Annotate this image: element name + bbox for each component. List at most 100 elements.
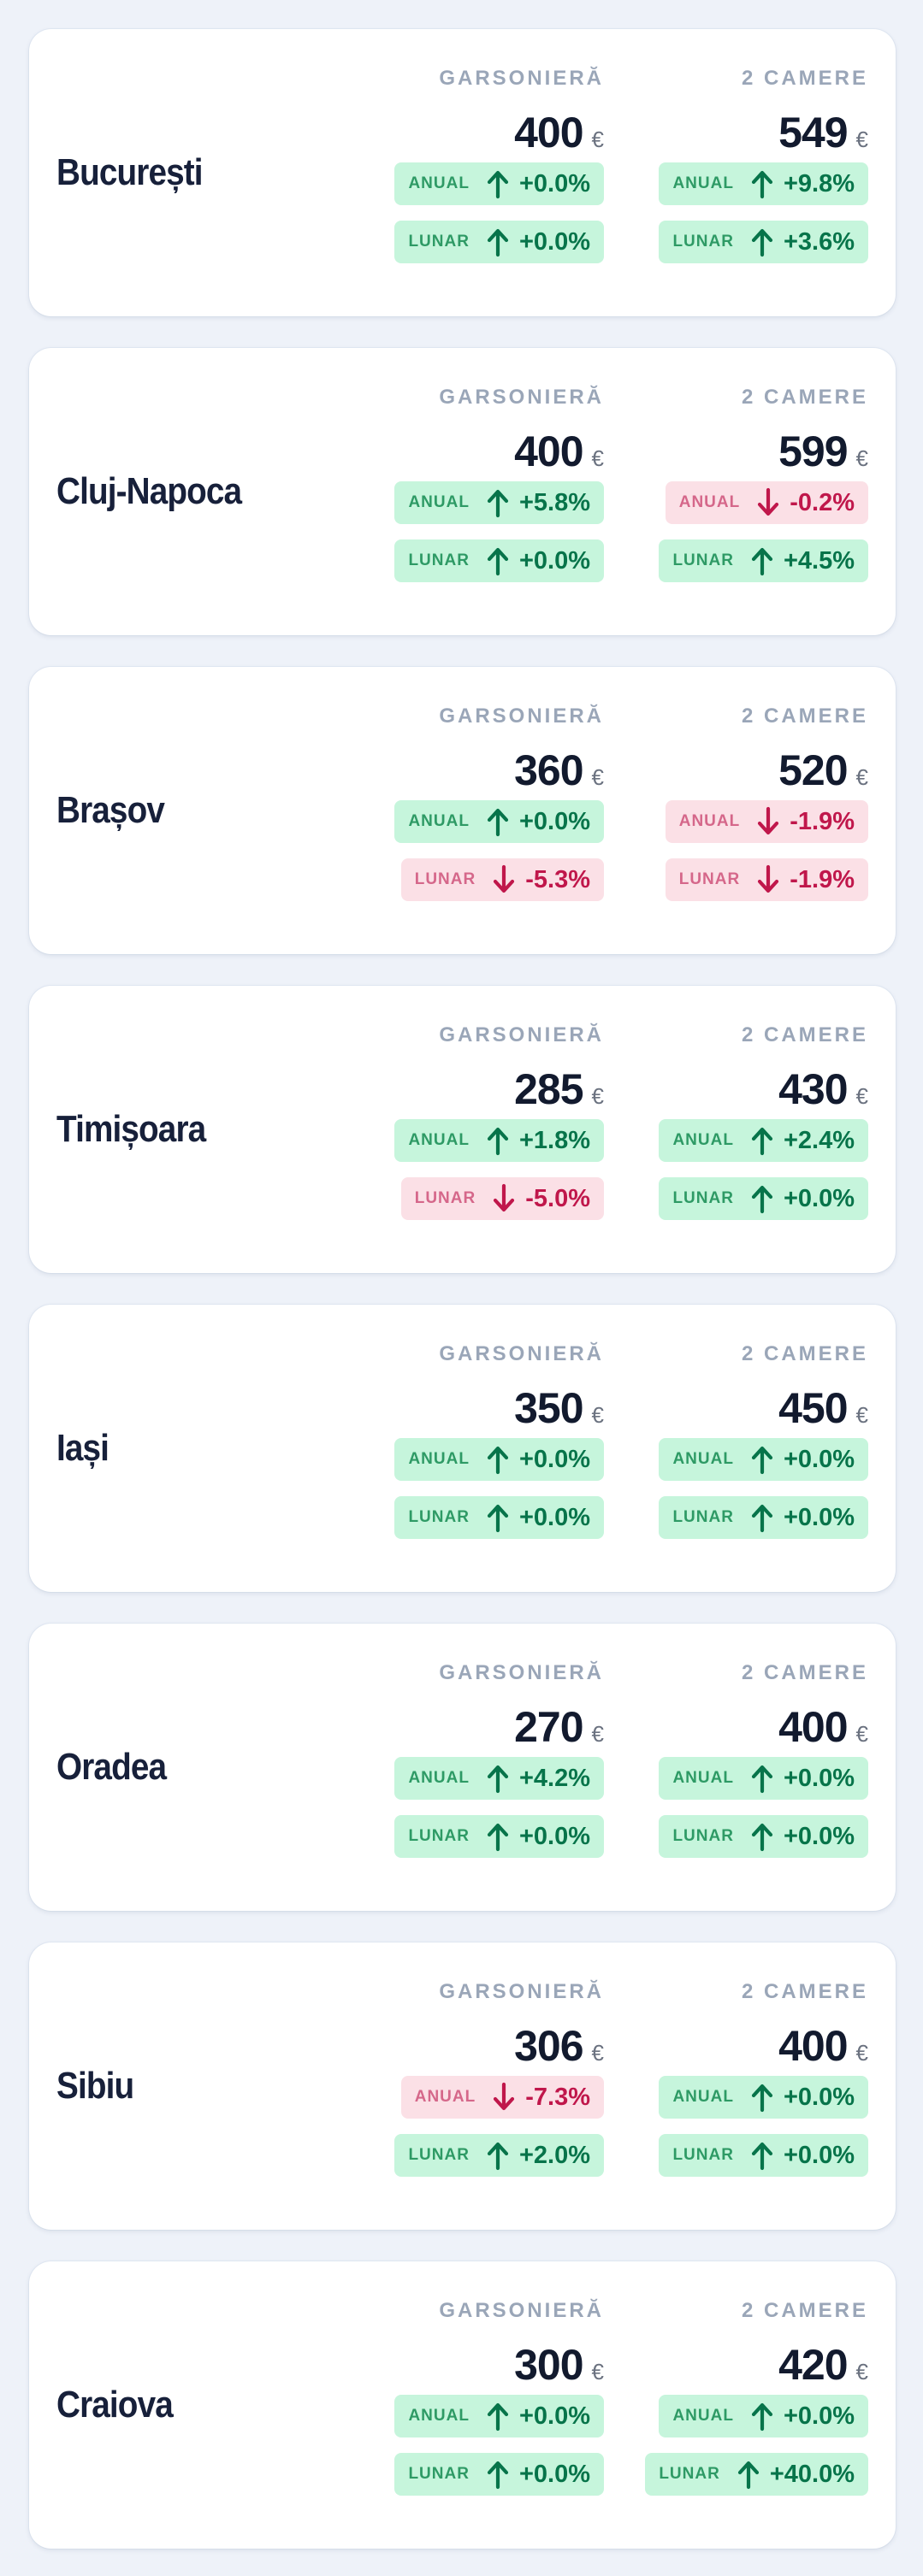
city-card[interactable]: Craiova GARSONIERĂ 300 € ANUAL +0.0% LUNAR +0.0… — [29, 2261, 896, 2549]
monthly-change-value: +0.0% — [518, 227, 590, 256]
arrow-up-icon — [749, 1444, 775, 1475]
city-card[interactable]: București GARSONIERĂ 400 € ANUAL +0.0% LUNAR +0… — [29, 29, 896, 316]
price-value: 270 — [514, 1703, 583, 1751]
city-card[interactable]: Cluj-Napoca GARSONIERĂ 400 € ANUAL +5.8% LUNAR… — [29, 348, 896, 635]
arrow-up-icon — [485, 227, 511, 257]
monthly-change-badge: LUNAR -5.0% — [400, 1177, 604, 1220]
arrow-up-icon — [749, 545, 775, 576]
monthly-change-value: +0.0% — [518, 2460, 590, 2488]
price-value: 300 — [514, 2341, 583, 2389]
currency-symbol: € — [855, 2040, 868, 2066]
arrow-up-icon — [485, 1763, 511, 1794]
price-row: 400 € — [514, 108, 604, 157]
monthly-change-badge: LUNAR +0.0% — [659, 2134, 868, 2177]
annual-label: ANUAL — [672, 2407, 734, 2425]
annual-change-badge: ANUAL -1.9% — [665, 800, 868, 843]
monthly-change-badge: LUNAR +0.0% — [394, 2453, 604, 2496]
monthly-change-value: +0.0% — [783, 2141, 855, 2169]
arrow-up-icon — [749, 1183, 775, 1214]
price-row: 450 € — [778, 1383, 868, 1433]
price-row: 360 € — [514, 746, 604, 795]
price-value: 450 — [778, 1384, 848, 1432]
city-card[interactable]: Oradea GARSONIERĂ 270 € ANUAL +4.2% LUNAR +0.0%… — [29, 1624, 896, 1911]
price-value: 520 — [778, 746, 848, 794]
arrow-up-icon — [749, 1763, 775, 1794]
annual-change-badge: ANUAL +2.4% — [659, 1119, 868, 1162]
arrow-up-icon — [485, 1125, 511, 1156]
price-value: 549 — [778, 109, 848, 156]
column-header: 2 CAMERE — [741, 67, 868, 90]
currency-symbol: € — [855, 1083, 868, 1109]
annual-change-value: -7.3% — [525, 2083, 590, 2111]
arrow-up-icon — [485, 2401, 511, 2432]
currency-symbol: € — [855, 2359, 868, 2384]
arrow-up-icon — [749, 2082, 775, 2113]
arrow-down-icon — [491, 2082, 517, 2113]
price-value: 599 — [778, 427, 848, 475]
monthly-change-value: -1.9% — [790, 865, 855, 893]
annual-label: ANUAL — [408, 493, 470, 511]
studio-column: GARSONIERĂ 300 € ANUAL +0.0% LUNAR +0.0% — [382, 2261, 604, 2549]
annual-change-badge: ANUAL +0.0% — [659, 2076, 868, 2119]
annual-change-badge: ANUAL +9.8% — [659, 162, 868, 205]
column-header: 2 CAMERE — [741, 1980, 868, 2003]
studio-column: GARSONIERĂ 306 € ANUAL -7.3% LUNAR +2.0% — [382, 1942, 604, 2230]
annual-change-value: -0.2% — [790, 488, 855, 516]
monthly-change-value: +0.0% — [783, 1822, 855, 1850]
annual-change-value: +0.0% — [783, 1445, 855, 1473]
monthly-label: LUNAR — [408, 551, 470, 569]
arrow-up-icon — [749, 168, 775, 199]
annual-change-value: +0.0% — [783, 1764, 855, 1792]
city-card[interactable]: Sibiu GARSONIERĂ 306 € ANUAL -7.3% LUNAR +2.0% 2… — [29, 1942, 896, 2230]
annual-change-badge: ANUAL +0.0% — [659, 1438, 868, 1481]
arrow-up-icon — [485, 1821, 511, 1852]
monthly-change-value: -5.3% — [525, 865, 590, 893]
city-card[interactable]: Iași GARSONIERĂ 350 € ANUAL +0.0% LUNAR +0.0% 2 … — [29, 1305, 896, 1592]
annual-change-value: -1.9% — [790, 807, 855, 835]
annual-label: ANUAL — [672, 1450, 734, 1468]
monthly-change-badge: LUNAR +0.0% — [659, 1177, 868, 1220]
monthly-change-value: +2.0% — [518, 2141, 590, 2169]
annual-change-badge: ANUAL +4.2% — [394, 1757, 604, 1800]
column-header: GARSONIERĂ — [439, 704, 604, 728]
monthly-change-badge: LUNAR +0.0% — [394, 539, 604, 582]
currency-symbol: € — [591, 127, 604, 152]
arrow-up-icon — [749, 227, 775, 257]
price-row: 549 € — [778, 108, 868, 157]
currency-symbol: € — [855, 1721, 868, 1747]
annual-change-value: +0.0% — [783, 2083, 855, 2111]
monthly-change-badge: LUNAR +0.0% — [394, 221, 604, 263]
monthly-label: LUNAR — [408, 2146, 470, 2164]
price-row: 400 € — [514, 427, 604, 476]
two-rooms-column: 2 CAMERE 599 € ANUAL -0.2% LUNAR +4.5% — [646, 348, 868, 635]
city-name: Oradea — [56, 1746, 167, 1788]
monthly-change-badge: LUNAR +0.0% — [394, 1496, 604, 1539]
price-row: 400 € — [778, 1702, 868, 1752]
arrow-up-icon — [485, 1444, 511, 1475]
arrow-up-icon — [485, 2140, 511, 2171]
currency-symbol: € — [591, 1083, 604, 1109]
city-name: Brașov — [56, 789, 165, 831]
currency-symbol: € — [591, 1402, 604, 1428]
monthly-label: LUNAR — [408, 1827, 470, 1845]
price-row: 520 € — [778, 746, 868, 795]
arrow-up-icon — [749, 1821, 775, 1852]
city-card[interactable]: Timișoara GARSONIERĂ 285 € ANUAL +1.8% LUNAR -5… — [29, 986, 896, 1273]
arrow-up-icon — [485, 168, 511, 199]
monthly-change-badge: LUNAR -1.9% — [665, 858, 868, 901]
city-name: Iași — [56, 1427, 109, 1469]
price-value: 360 — [514, 746, 583, 794]
annual-change-badge: ANUAL +0.0% — [394, 162, 604, 205]
price-row: 306 € — [514, 2021, 604, 2071]
city-card[interactable]: Brașov GARSONIERĂ 360 € ANUAL +0.0% LUNAR -5.3%… — [29, 667, 896, 954]
annual-change-value: +5.8% — [518, 488, 590, 516]
price-row: 285 € — [514, 1064, 604, 1114]
monthly-label: LUNAR — [672, 1508, 734, 1526]
monthly-change-value: -5.0% — [525, 1184, 590, 1212]
column-header: 2 CAMERE — [741, 386, 868, 409]
monthly-change-badge: LUNAR -5.3% — [400, 858, 604, 901]
annual-label: ANUAL — [672, 2088, 734, 2106]
monthly-label: LUNAR — [672, 1189, 734, 1207]
monthly-change-badge: LUNAR +0.0% — [659, 1496, 868, 1539]
currency-symbol: € — [855, 127, 868, 152]
